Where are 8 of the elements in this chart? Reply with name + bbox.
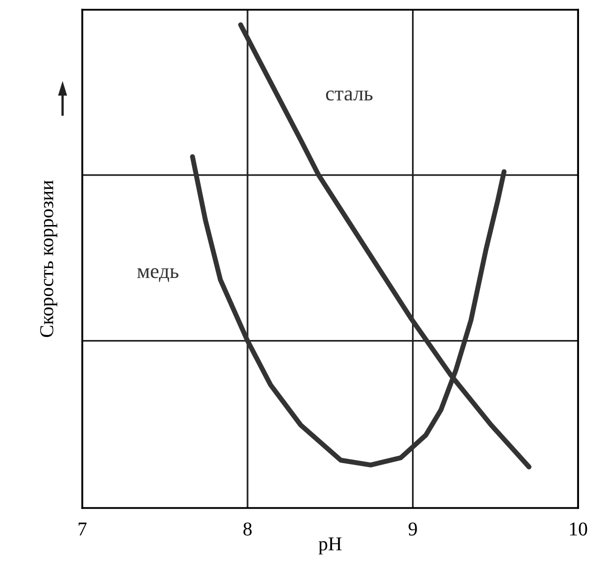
x-axis-title: pH: [318, 538, 342, 554]
x-tick-label: 8: [243, 522, 252, 536]
x-tick-label: 9: [408, 522, 417, 536]
series-label: сталь: [326, 90, 373, 101]
y-axis-title: Скорость коррозии: [40, 180, 58, 337]
x-tick-label: 7: [78, 522, 87, 536]
series-label: медь: [137, 268, 178, 282]
x-tick-label: 10: [570, 522, 588, 536]
